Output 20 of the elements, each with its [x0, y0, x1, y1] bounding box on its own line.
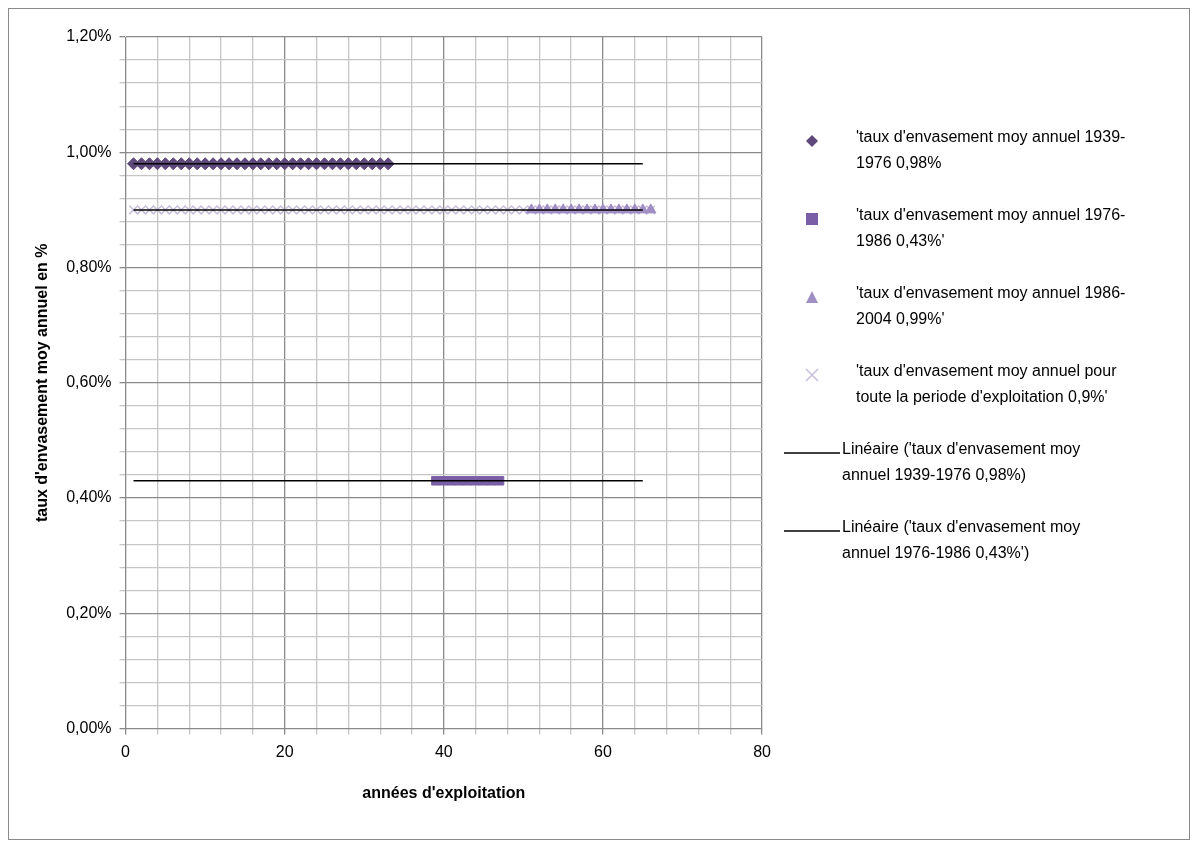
x-tick-label: 60	[594, 742, 612, 760]
x-tick-label: 80	[753, 742, 772, 760]
y-tick-label: 0,20%	[66, 603, 112, 621]
x-tick-label: 40	[434, 742, 453, 760]
y-tick-label: 1,00%	[66, 142, 112, 160]
y-tick-label: 0,00%	[66, 719, 112, 737]
y-tick-label: 0,60%	[66, 373, 112, 391]
x-axis-title: années d'exploitation	[362, 783, 526, 801]
legend-label: 'taux d'envasement moy annuel 1986-2004 0,99%'	[856, 283, 1127, 329]
legend-label: 'taux d'envasement moy annuel pour toute la periode d'exploitation 0,9%'	[856, 361, 1118, 407]
y-tick-label: 1,20%	[66, 27, 112, 45]
y-tick-label: 0,40%	[66, 488, 112, 506]
legend-label: 'taux d'envasement moy annuel 1976-1986 0,43%'	[856, 205, 1127, 251]
legend-label: Linéaire ('taux d'envasement moy annuel 1939-1976 0,98%)	[842, 439, 1082, 485]
x-tick-label: 0	[121, 742, 131, 760]
x-tick-label: 20	[275, 742, 294, 760]
y-axis-title: taux d'envasement moy annuel en %	[33, 243, 51, 523]
y-tick-label: 0,80%	[66, 257, 112, 275]
legend-label: Linéaire ('taux d'envasement moy annuel 1976-1986 0,43%')	[842, 517, 1082, 563]
legend-label: 'taux d'envasement moy annuel 1939-1976 0,98%	[856, 127, 1127, 173]
